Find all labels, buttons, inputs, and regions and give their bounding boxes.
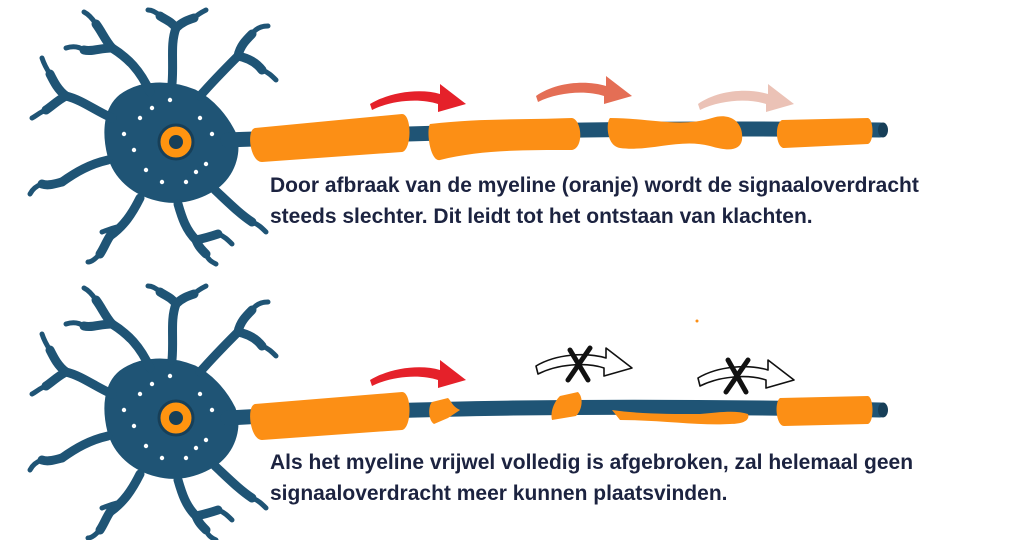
caption-partial-demyelination: Door afbraak van de myeline (oranje) wor…	[270, 170, 990, 232]
signal-arrow-blocked	[697, 357, 795, 395]
caption-complete-demyelination: Als het myeline vrijwel volledig is afge…	[270, 447, 990, 509]
caption-line: steeds slechter. Dit leidt tot het ontst…	[270, 205, 813, 228]
signal-arrow-fading-1	[536, 76, 632, 104]
panel-complete-demyelination	[30, 286, 888, 540]
blocked-x-icon	[723, 357, 751, 395]
myelin-sheaths	[250, 114, 873, 162]
signal-arrow-fading-2	[698, 84, 794, 112]
signal-arrow-blocked	[535, 345, 633, 383]
blocked-x-icon	[565, 345, 593, 383]
axon-end	[878, 402, 888, 418]
signal-arrow-active	[370, 360, 466, 388]
axon-end	[878, 122, 888, 138]
caption-line: signaaloverdracht meer kunnen plaatsvind…	[270, 482, 728, 505]
caption-line: Door afbraak van de myeline (oranje) wor…	[270, 174, 919, 197]
stray-dot	[695, 319, 699, 323]
caption-line: Als het myeline vrijwel volledig is afge…	[270, 451, 914, 474]
panel-partial-demyelination	[30, 10, 888, 264]
myelin-sheaths	[250, 392, 873, 440]
signal-arrow-active	[370, 84, 466, 112]
